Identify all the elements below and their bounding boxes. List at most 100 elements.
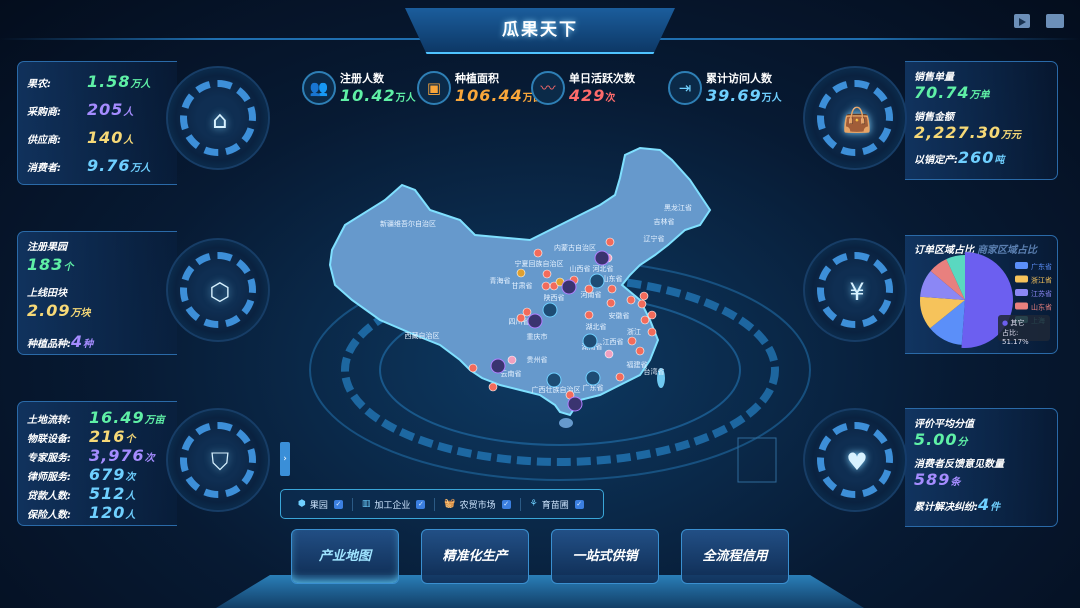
province-label: 吉林省 [654, 217, 675, 226]
market-marker[interactable] [585, 370, 601, 386]
legend-swatch[interactable] [1015, 302, 1028, 310]
page-title: 瓜果天下 [502, 20, 578, 40]
stat-unit: 万人 [130, 163, 151, 174]
feedback-label: 消费者反馈意见数量 [914, 459, 1004, 470]
map-marker[interactable] [604, 349, 614, 359]
factory-marker[interactable] [561, 279, 577, 295]
map-marker[interactable] [468, 363, 478, 373]
hainan-shape [559, 418, 573, 428]
legend-checkbox[interactable]: ✓ [333, 499, 343, 509]
map-marker[interactable] [522, 307, 532, 317]
map-marker[interactable] [606, 298, 616, 308]
legend-item[interactable]: 🧺 农贸市场 ✓ [435, 497, 521, 511]
orchard-panel: 注册果园 183 个 上线田块 2.09 万块 种植品种: 4 种 [17, 231, 177, 355]
province-label: 内蒙古自治区 [554, 243, 596, 252]
map-marker[interactable] [607, 284, 617, 294]
yuan-user-icon: ¥ [849, 278, 865, 306]
pie-slice-4[interactable] [946, 255, 965, 300]
stat-label: 采购商: [27, 107, 61, 118]
nav-button[interactable]: 全流程信用 [681, 529, 789, 584]
legend-swatch[interactable] [1015, 275, 1028, 283]
stat-row: 土地流转: 16.49 万亩 [27, 408, 177, 427]
score-value: 5.00 [914, 430, 958, 449]
sales-panel: 销售单量 70.74 万单 销售金额 2,227.30 万元 以销定产: 260 吨 [905, 61, 1058, 180]
map-marker[interactable] [584, 284, 594, 294]
nav-button[interactable]: 产业地图 [291, 529, 399, 584]
monitor-icon[interactable] [1046, 14, 1064, 28]
legend-checkbox[interactable]: ✓ [416, 499, 426, 509]
map-marker[interactable] [615, 372, 625, 382]
market-marker[interactable] [589, 273, 605, 289]
province-label: 广西壮族自治区 [532, 385, 581, 394]
stat-unit: 人 [123, 107, 134, 118]
map-marker[interactable] [549, 281, 559, 291]
market-marker[interactable] [542, 302, 558, 318]
expand-left-button[interactable]: › [280, 442, 290, 476]
map-marker[interactable] [647, 310, 657, 320]
nav-button[interactable]: 精准化生产 [421, 529, 529, 584]
nav-button[interactable]: 一站式供销 [551, 529, 659, 584]
province-label: 浙江 [627, 327, 641, 336]
factory-marker[interactable] [594, 250, 610, 266]
map-marker[interactable] [626, 295, 636, 305]
map-marker[interactable] [584, 310, 594, 320]
stat-label: 土地流转: [27, 415, 71, 426]
pie-slice-0[interactable] [930, 300, 965, 345]
map-marker[interactable] [488, 382, 498, 392]
stat-label: 消费者: [27, 163, 61, 174]
stat-label: 供应商: [27, 135, 61, 146]
map-marker[interactable] [605, 237, 615, 247]
stat-label: 专家服务: [27, 453, 71, 464]
legend-swatch[interactable] [1015, 289, 1028, 296]
market-marker[interactable] [546, 372, 562, 388]
stat-value: 140 [87, 128, 124, 147]
dispute-unit: 件 [990, 502, 1001, 513]
credit-ring: ♥ [803, 408, 907, 512]
legend-item[interactable]: ⬢ 果园 ✓ [289, 497, 353, 511]
map-marker[interactable] [507, 355, 517, 365]
tab-merchant-region[interactable]: 商家区域占比 [977, 245, 1037, 256]
province-label: 山东省 [602, 274, 623, 283]
legend-item[interactable]: ⚘ 育苗圃 ✓ [521, 498, 593, 511]
map-marker[interactable] [647, 327, 657, 337]
variety-label: 种植品种: [27, 339, 71, 350]
stat-label: 果农: [27, 79, 51, 90]
map-marker[interactable] [542, 269, 552, 279]
tab-order-region[interactable]: 订单区域占比 [914, 245, 974, 256]
factory-marker[interactable] [567, 396, 583, 412]
legend-checkbox[interactable]: ✓ [574, 499, 584, 509]
stat-unit: 人 [125, 491, 136, 502]
map-marker[interactable] [635, 346, 645, 356]
cube-icon: ⬡ [209, 278, 231, 306]
stat-unit: 人 [125, 510, 136, 521]
pie-slice-3[interactable] [930, 259, 965, 300]
factory-marker[interactable] [527, 313, 543, 329]
map-marker[interactable] [541, 281, 551, 291]
map-marker[interactable] [640, 315, 650, 325]
map-marker[interactable] [516, 313, 526, 323]
legend-label: 广东省 [1031, 262, 1052, 271]
plot-label: 上线田块 [27, 288, 67, 299]
top-stat-label: 种植面积 [455, 72, 499, 85]
pie-slice-2[interactable] [920, 270, 965, 300]
feedback-unit: 条 [950, 477, 961, 488]
legend-checkbox[interactable]: ✓ [501, 499, 511, 509]
province-label: 重庆市 [527, 332, 548, 341]
map-marker[interactable] [516, 268, 526, 278]
legend-item[interactable]: ▥ 加工企业 ✓ [353, 497, 436, 511]
map-marker[interactable] [639, 291, 649, 301]
play-icon[interactable] [1014, 14, 1030, 28]
orchard-label: 注册果园 [27, 242, 67, 253]
legend-swatch[interactable] [1015, 262, 1028, 269]
map-marker[interactable] [637, 299, 647, 309]
market-marker[interactable] [582, 333, 598, 349]
map-marker[interactable] [533, 248, 543, 258]
stat-row: 采购商: 205 人 [27, 100, 177, 119]
stat-value: 9.76 [87, 156, 131, 175]
stat-row: 供应商: 140 人 [27, 128, 177, 147]
pie-slice-1[interactable] [920, 296, 965, 329]
factory-marker[interactable] [490, 358, 506, 374]
south-china-sea-inset [737, 437, 777, 483]
map-marker[interactable] [627, 336, 637, 346]
